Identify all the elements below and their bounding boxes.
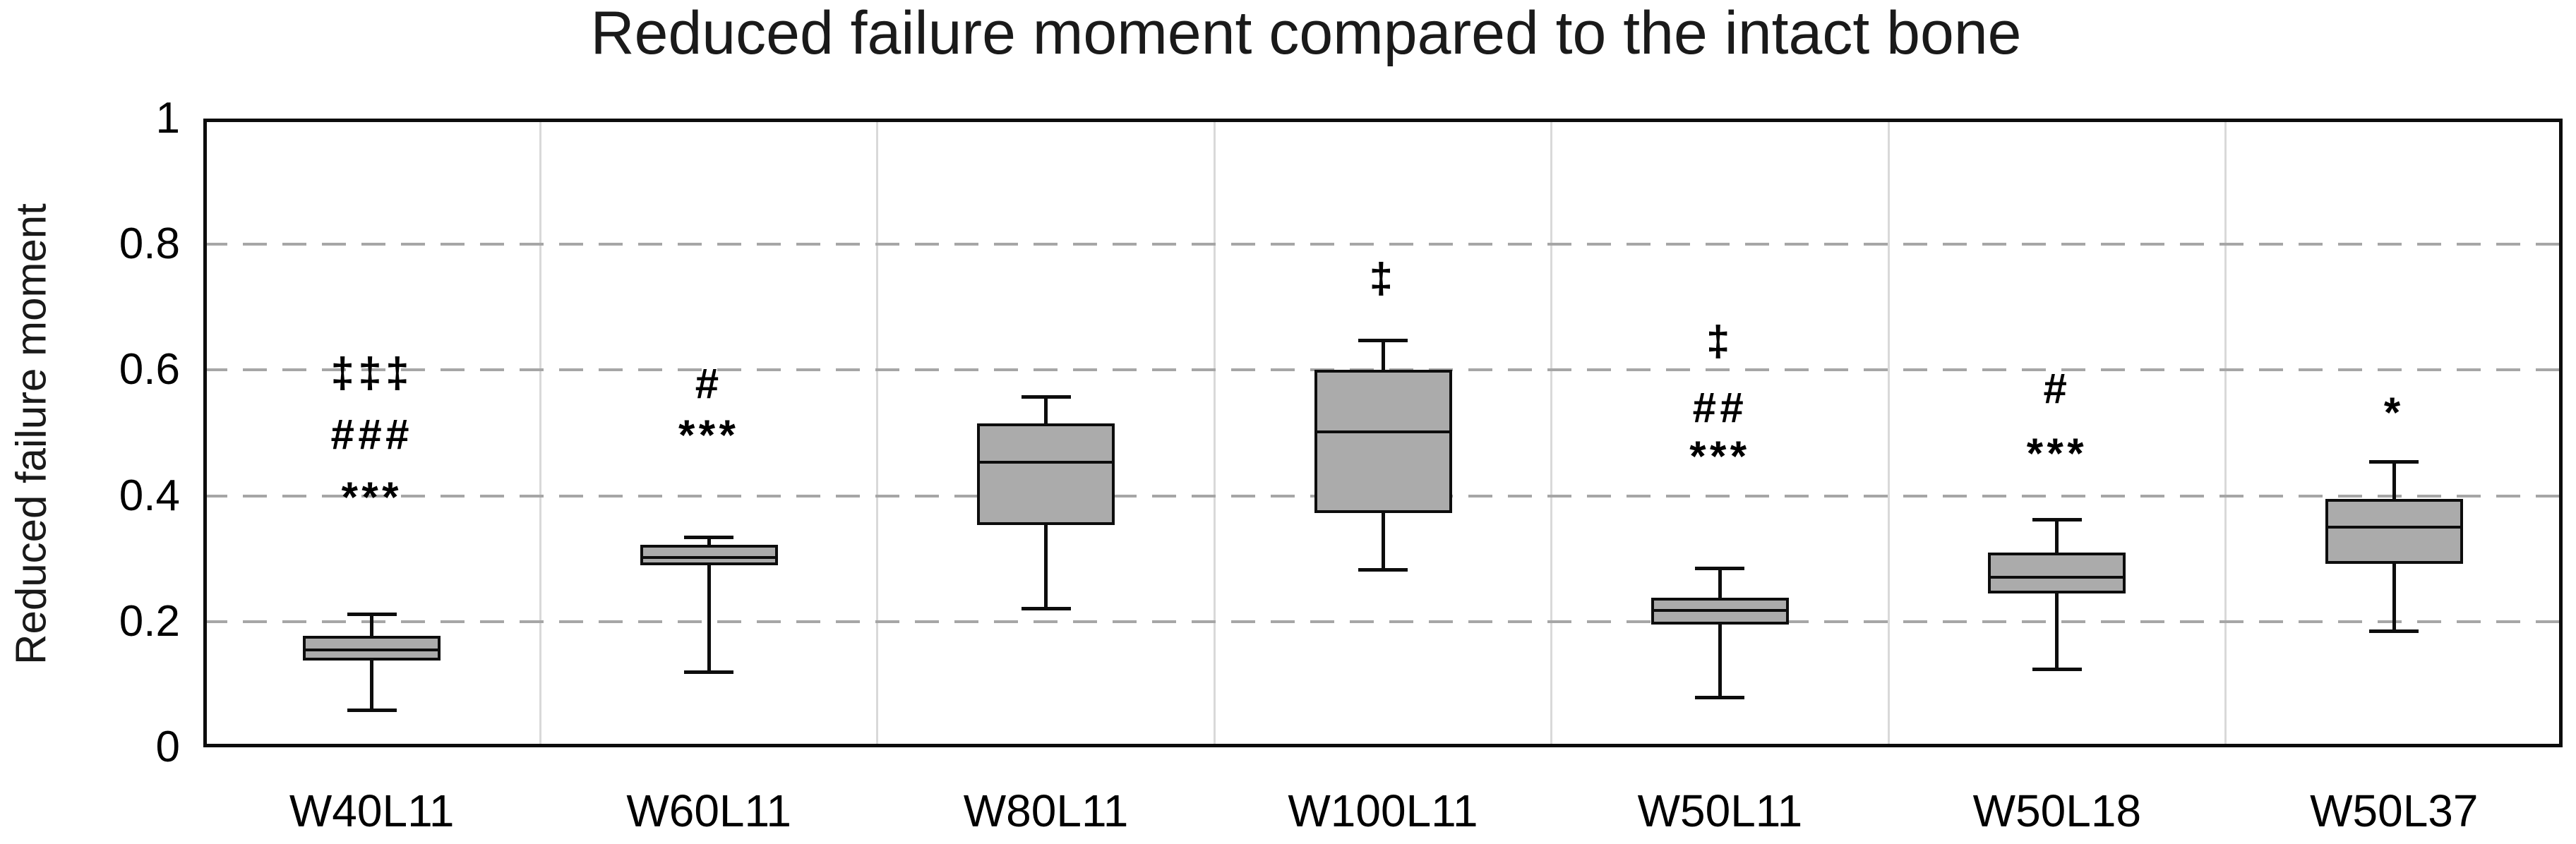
y-tick-label-0.2: 0.2 — [119, 596, 180, 646]
whisker-cap-bottom-W50L18 — [2032, 667, 2082, 671]
whisker-cap-bottom-W50L37 — [2369, 629, 2419, 634]
x-axis-label-W40L11: W40L11 — [289, 785, 455, 836]
y-axis-title: Reduced failure moment — [7, 203, 55, 665]
whisker-cap-top-W100L11 — [1358, 338, 1408, 342]
significance-annotation-W40L11-1: ### — [330, 411, 413, 459]
whisker-stem-W50L11 — [1718, 568, 1722, 697]
significance-annotation-W50L18-1: *** — [2026, 429, 2087, 477]
significance-annotation-W50L18-0: # — [2043, 365, 2071, 413]
gridline-0.2 — [203, 620, 2563, 623]
box-W100L11 — [1314, 369, 1452, 513]
x-axis-label-W80L11: W80L11 — [963, 785, 1129, 836]
median-line-W80L11 — [977, 461, 1115, 464]
x-axis-label-W60L11: W60L11 — [626, 785, 791, 836]
whisker-cap-bottom-W100L11 — [1358, 567, 1408, 572]
x-axis-label-W50L37: W50L37 — [2310, 785, 2479, 836]
category-separator-line — [1550, 119, 1553, 747]
box-W40L11 — [303, 636, 441, 661]
significance-annotation-W50L11-0: ‡ — [1706, 318, 1734, 366]
significance-annotation-W50L11-2: *** — [1689, 433, 1751, 481]
y-tick-label-1: 1 — [155, 94, 180, 143]
box-W80L11 — [977, 423, 1115, 525]
significance-annotation-W50L37-0: * — [2383, 388, 2404, 436]
category-separator-line — [876, 119, 879, 747]
whisker-cap-top-W60L11 — [684, 535, 734, 539]
y-tick-label-0.8: 0.8 — [119, 219, 180, 269]
significance-annotation-W60L11-0: # — [695, 360, 723, 407]
significance-annotation-W60L11-1: *** — [678, 411, 740, 459]
median-line-W40L11 — [303, 648, 441, 651]
gridline-0.8 — [203, 243, 2563, 246]
whisker-stem-W40L11 — [370, 614, 374, 710]
y-tick-label-0: 0 — [155, 723, 180, 771]
chart-title: Reduced failure moment compared to the i… — [590, 0, 2022, 67]
y-tick-label-0.6: 0.6 — [119, 345, 180, 394]
box-W50L18 — [1988, 552, 2126, 593]
category-separator-line — [539, 119, 541, 747]
whisker-cap-top-W80L11 — [1021, 394, 1071, 399]
category-separator-line — [2224, 119, 2227, 747]
box-W50L37 — [2325, 499, 2463, 564]
whisker-cap-bottom-W40L11 — [347, 708, 397, 712]
y-tick-label-0.4: 0.4 — [119, 471, 180, 520]
whisker-cap-bottom-W80L11 — [1021, 607, 1071, 611]
x-axis-label-W50L18: W50L18 — [1972, 785, 2142, 836]
whisker-cap-top-W50L18 — [2032, 518, 2082, 522]
x-axis-label-W100L11: W100L11 — [1288, 785, 1478, 836]
whisker-stem-W50L18 — [2055, 519, 2059, 669]
whisker-cap-bottom-W50L11 — [1695, 695, 1745, 699]
x-axis-label-W50L11: W50L11 — [1637, 785, 1803, 836]
category-separator-line — [1213, 119, 1216, 747]
significance-annotation-W100L11-0: ‡ — [1369, 255, 1397, 303]
whisker-cap-top-W40L11 — [347, 613, 397, 617]
whisker-cap-top-W50L11 — [1695, 567, 1745, 571]
whisker-stem-W60L11 — [707, 536, 711, 673]
significance-annotation-W40L11-2: *** — [341, 474, 402, 522]
whisker-cap-bottom-W60L11 — [684, 670, 734, 675]
significance-annotation-W50L11-1: ## — [1692, 383, 1748, 431]
median-line-W60L11 — [640, 555, 778, 559]
median-line-W50L18 — [1988, 576, 2126, 579]
median-line-W100L11 — [1314, 430, 1452, 433]
significance-annotation-W40L11-0: ‡‡‡ — [330, 349, 413, 397]
box-W60L11 — [640, 545, 778, 566]
median-line-W50L37 — [2325, 526, 2463, 529]
median-line-W50L11 — [1651, 608, 1789, 612]
category-separator-line — [1887, 119, 1890, 747]
whisker-cap-top-W50L37 — [2369, 459, 2419, 464]
